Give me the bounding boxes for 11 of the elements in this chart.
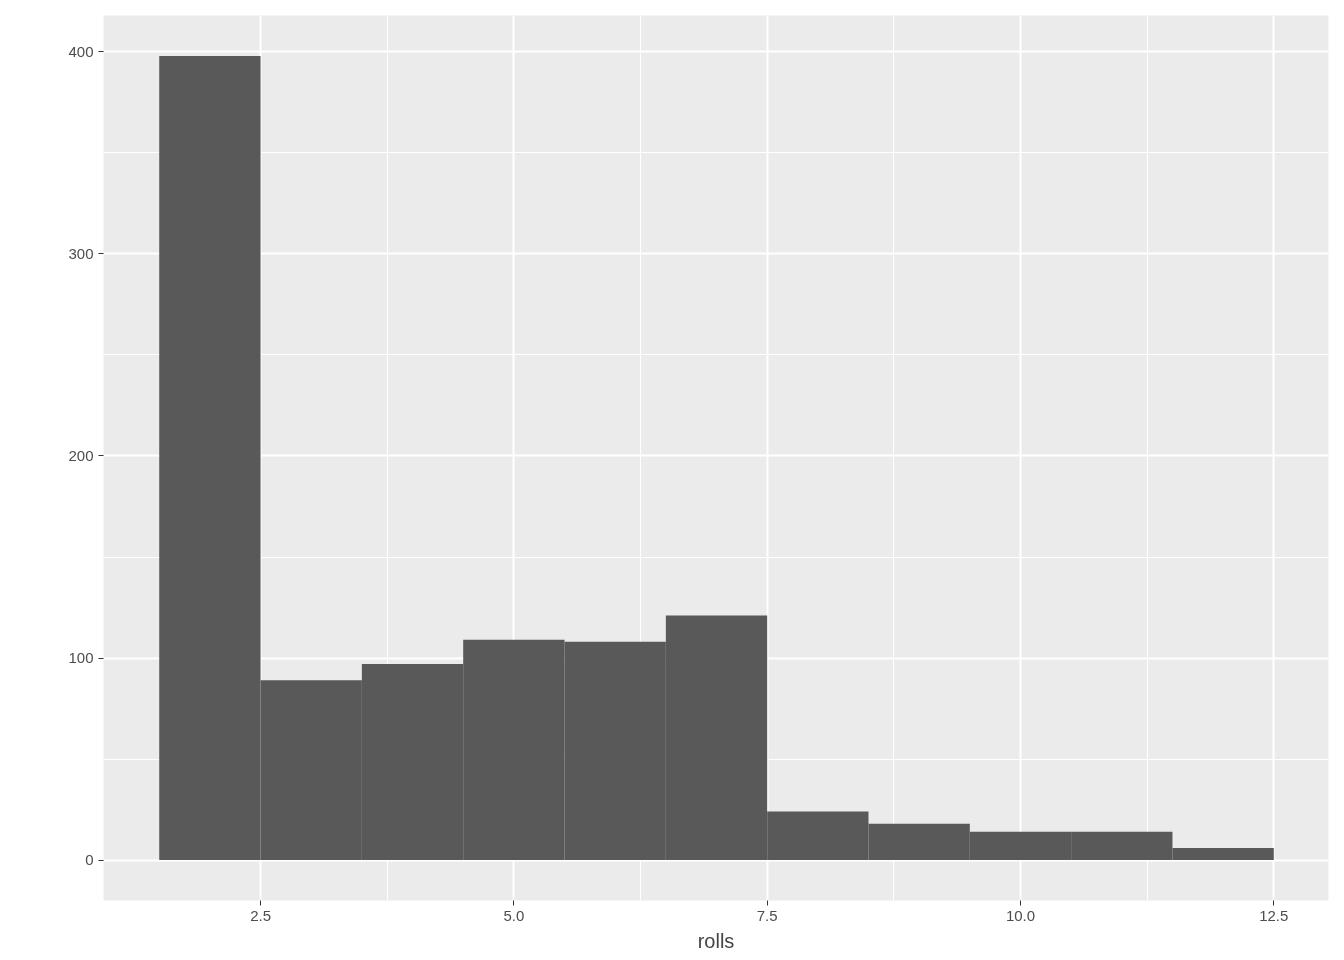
- y-tick-label: 300: [68, 244, 94, 262]
- x-tick-label: 7.5: [756, 906, 778, 924]
- x-tick-label: 12.5: [1259, 906, 1289, 924]
- y-tick-label: 100: [68, 649, 94, 667]
- y-tick-label: 200: [68, 446, 94, 464]
- x-tick-label: 5.0: [503, 906, 525, 924]
- y-tick-label: 0: [85, 851, 94, 869]
- x-tick-label: 2.5: [250, 906, 271, 924]
- x-tick-label: 10.0: [1005, 906, 1036, 924]
- x-axis-title: rolls: [697, 929, 735, 952]
- y-tick-label: 400: [68, 42, 94, 60]
